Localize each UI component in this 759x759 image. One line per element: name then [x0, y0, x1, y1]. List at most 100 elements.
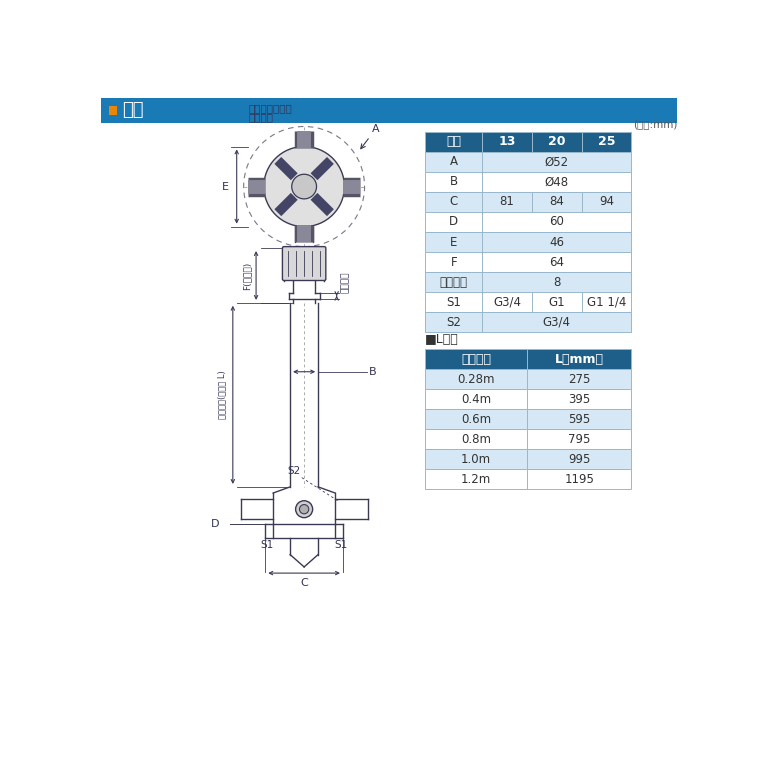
Text: S1: S1 [446, 295, 461, 309]
Text: 20: 20 [548, 135, 565, 149]
Circle shape [264, 146, 345, 227]
Circle shape [291, 175, 317, 199]
Text: リフト量: リフト量 [341, 271, 350, 293]
Bar [528, 469, 631, 489]
Text: A: A [449, 156, 458, 168]
Text: 呼び長さ(実寸法 L): 呼び長さ(実寸法 L) [218, 370, 227, 419]
Bar [532, 132, 581, 152]
Text: S1: S1 [260, 540, 273, 550]
Bar [528, 369, 631, 389]
Text: 795: 795 [568, 433, 591, 446]
Text: 81: 81 [499, 196, 515, 209]
Bar [425, 212, 483, 232]
Bar [425, 389, 528, 409]
FancyBboxPatch shape [282, 247, 326, 281]
Text: C: C [449, 196, 458, 209]
Bar [425, 429, 528, 449]
Bar [109, 106, 118, 115]
Text: 0.6m: 0.6m [461, 413, 491, 426]
Text: 0.4m: 0.4m [461, 392, 491, 405]
Text: 8: 8 [553, 276, 560, 288]
Text: S1: S1 [335, 540, 348, 550]
Bar [483, 312, 631, 332]
Text: 1.0m: 1.0m [461, 452, 491, 465]
Text: 46: 46 [550, 235, 564, 248]
Text: S2: S2 [446, 316, 461, 329]
Bar [483, 252, 631, 272]
Text: G3/4: G3/4 [493, 295, 521, 309]
Text: Ø52: Ø52 [545, 156, 568, 168]
Circle shape [295, 501, 313, 518]
Text: E: E [450, 235, 458, 248]
Bar [425, 252, 483, 272]
Text: G3/4: G3/4 [543, 316, 571, 329]
Bar [425, 272, 483, 292]
Text: G1 1/4: G1 1/4 [587, 295, 626, 309]
Bar [532, 192, 581, 212]
Bar [425, 349, 528, 369]
Bar [483, 132, 532, 152]
Text: 395: 395 [568, 392, 591, 405]
Bar [581, 292, 631, 312]
Text: F: F [450, 256, 457, 269]
Bar [425, 449, 528, 469]
Text: E: E [222, 181, 229, 191]
Text: A: A [373, 124, 380, 134]
Text: S2: S2 [287, 466, 301, 476]
Bar [581, 192, 631, 212]
Bar [528, 409, 631, 429]
Text: D: D [449, 216, 458, 228]
Bar [425, 369, 528, 389]
Bar [483, 192, 532, 212]
Bar [425, 232, 483, 252]
Text: 25: 25 [597, 135, 615, 149]
Text: リフト量: リフト量 [439, 276, 468, 288]
Bar [528, 429, 631, 449]
Bar [425, 409, 528, 429]
Bar [425, 152, 483, 172]
Text: D: D [210, 519, 219, 529]
Text: 0.8m: 0.8m [461, 433, 491, 446]
Bar [483, 272, 631, 292]
Bar [425, 132, 483, 152]
Text: 275: 275 [568, 373, 591, 386]
Bar [581, 132, 631, 152]
Text: 94: 94 [599, 196, 614, 209]
Text: B: B [368, 367, 376, 376]
Bar [425, 469, 528, 489]
Text: 呼び長さ: 呼び長さ [461, 352, 491, 366]
Text: 64: 64 [550, 256, 564, 269]
Bar [425, 292, 483, 312]
Text: C: C [301, 578, 308, 587]
Text: 0.28m: 0.28m [458, 373, 495, 386]
Text: G1: G1 [549, 295, 565, 309]
Text: B: B [449, 175, 458, 188]
Text: F(全開時): F(全開時) [242, 261, 251, 290]
Text: 13: 13 [499, 135, 516, 149]
Text: 回転範囲: 回転範囲 [248, 112, 273, 122]
Text: L（mm）: L（mm） [555, 352, 603, 366]
Text: 給湯配管接続口: 給湯配管接続口 [248, 103, 292, 113]
Bar [483, 172, 631, 192]
Bar [483, 212, 631, 232]
Text: Ø48: Ø48 [545, 175, 568, 188]
Text: ■L寸法: ■L寸法 [425, 332, 458, 345]
Text: 995: 995 [568, 452, 591, 465]
Bar [101, 98, 677, 123]
Bar [483, 292, 532, 312]
Text: 595: 595 [568, 413, 591, 426]
Text: 84: 84 [550, 196, 564, 209]
Bar [528, 449, 631, 469]
Circle shape [300, 505, 309, 514]
Bar [483, 152, 631, 172]
Text: 1.2m: 1.2m [461, 473, 491, 486]
Text: 口径: 口径 [446, 135, 461, 149]
Bar [425, 192, 483, 212]
Bar [425, 172, 483, 192]
Text: 1195: 1195 [564, 473, 594, 486]
Bar [532, 292, 581, 312]
Text: (単位:mm): (単位:mm) [633, 119, 678, 129]
Bar [483, 232, 631, 252]
Bar [528, 389, 631, 409]
Bar [425, 312, 483, 332]
